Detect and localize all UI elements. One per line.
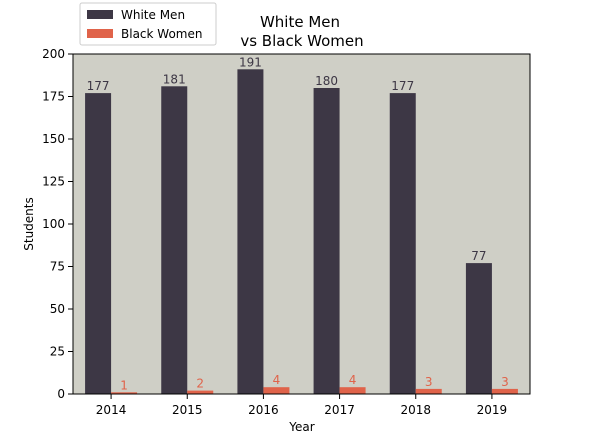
legend-label-white-men: White Men <box>121 8 185 22</box>
data-label-white-men-2018: 177 <box>391 79 414 93</box>
y-tick-label: 25 <box>50 345 65 359</box>
data-label-white-men-2017: 180 <box>315 74 338 88</box>
data-label-black-women-2016: 4 <box>273 373 281 387</box>
y-axis: 0 25 50 75 100 125 150 175 200 <box>42 47 73 401</box>
bar-black-women-2014 <box>111 392 138 394</box>
bar-white-men-2016 <box>237 69 264 395</box>
x-axis: 2014 2015 2016 2017 2018 2019 <box>96 394 507 417</box>
bar-white-men-2017 <box>313 88 340 394</box>
bar-black-women-2019 <box>491 388 518 394</box>
data-label-black-women-2019: 3 <box>501 375 509 389</box>
y-tick-label: 175 <box>42 90 65 104</box>
bars <box>85 69 518 395</box>
y-tick-label: 75 <box>50 260 65 274</box>
data-label-black-women-2018: 3 <box>425 375 433 389</box>
bar-black-women-2018 <box>415 388 442 394</box>
bar-labels: 177 1 181 2 191 4 180 4 177 3 77 3 <box>87 55 509 392</box>
data-label-white-men-2014: 177 <box>87 79 110 93</box>
data-label-white-men-2015: 181 <box>163 72 186 86</box>
x-tick-label: 2015 <box>172 403 203 417</box>
x-tick-label: 2014 <box>96 403 127 417</box>
plot-area <box>73 54 530 394</box>
legend: White Men Black Women <box>79 2 217 46</box>
bar-black-women-2017 <box>339 387 366 394</box>
legend-frame <box>79 2 217 46</box>
chart-title-line-2: vs Black Women <box>240 32 363 50</box>
chart-title-line-1: White Men <box>260 13 340 31</box>
legend-swatch-black-women <box>87 29 113 38</box>
y-tick-label: 0 <box>57 387 65 401</box>
bar-black-women-2016 <box>263 387 290 394</box>
y-tick-label: 50 <box>50 302 65 316</box>
bar-white-men-2019 <box>465 263 492 394</box>
data-label-black-women-2015: 2 <box>196 377 204 391</box>
x-axis-label: Year <box>288 420 314 434</box>
y-tick-label: 200 <box>42 47 65 61</box>
bar-black-women-2015 <box>187 390 214 394</box>
y-tick-label: 125 <box>42 175 65 189</box>
data-label-black-women-2014: 1 <box>120 378 128 392</box>
x-tick-label: 2016 <box>248 403 279 417</box>
y-tick-label: 150 <box>42 132 65 146</box>
bar-white-men-2018 <box>389 93 416 394</box>
y-tick-label: 100 <box>42 217 65 231</box>
legend-swatch-white-men <box>87 10 113 19</box>
x-tick-label: 2017 <box>324 403 355 417</box>
data-label-black-women-2017: 4 <box>349 373 357 387</box>
x-tick-label: 2019 <box>477 403 508 417</box>
y-axis-label: Students <box>22 197 36 251</box>
legend-label-black-women: Black Women <box>121 27 202 41</box>
bar-white-men-2015 <box>161 86 188 395</box>
data-label-white-men-2016: 191 <box>239 55 262 69</box>
bar-white-men-2014 <box>85 93 112 394</box>
x-tick-label: 2018 <box>400 403 431 417</box>
data-label-white-men-2019: 77 <box>471 249 486 263</box>
